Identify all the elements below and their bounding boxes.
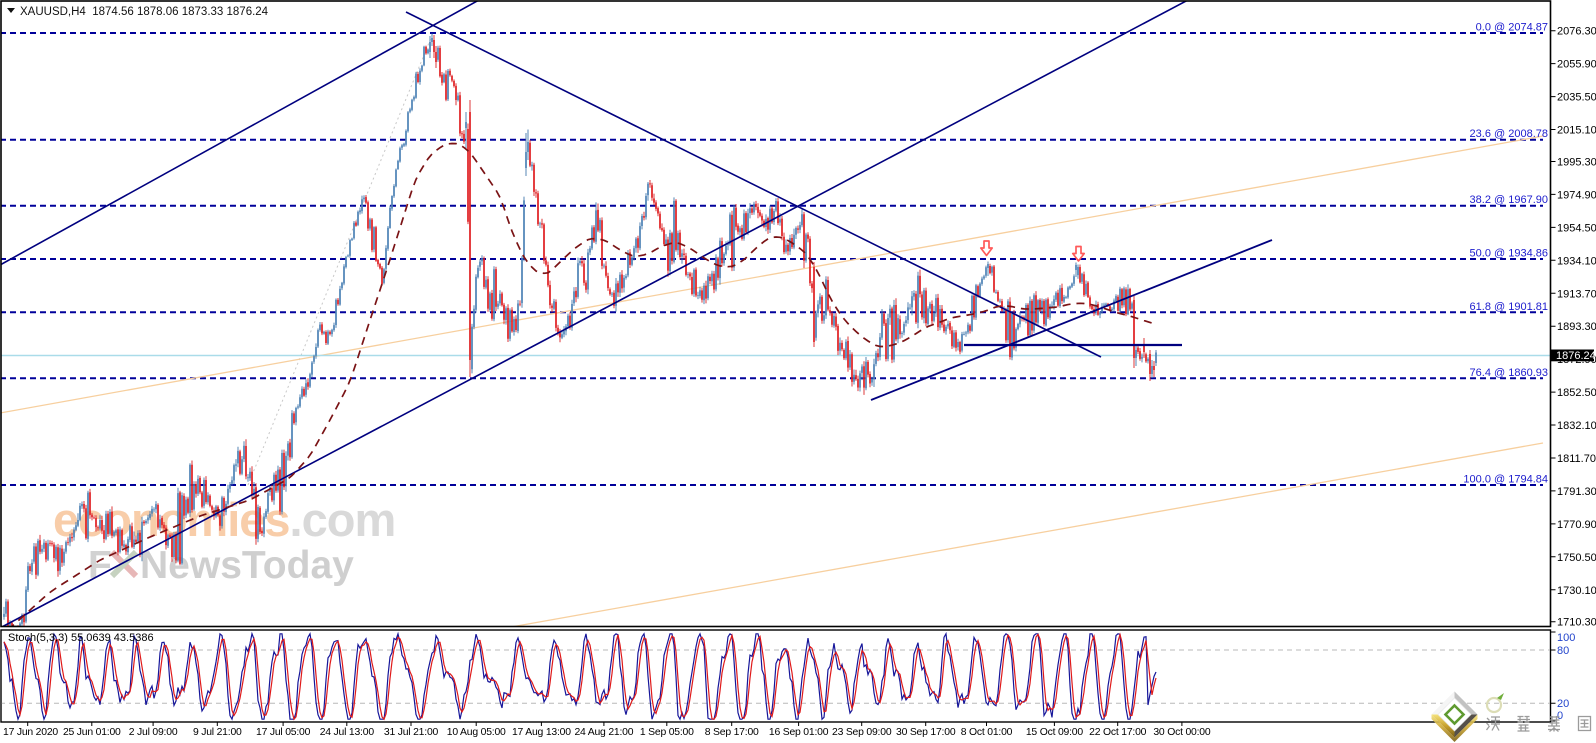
svg-text:24 Aug 21:00: 24 Aug 21:00	[574, 727, 633, 738]
svg-text:Stoch(5,3,3) 55.0639 43.5386: Stoch(5,3,3) 55.0639 43.5386	[8, 632, 154, 644]
svg-text:24 Jul 13:00: 24 Jul 13:00	[320, 727, 375, 738]
svg-text:1974.90: 1974.90	[1557, 189, 1596, 201]
svg-text:1811.70: 1811.70	[1557, 453, 1596, 465]
svg-text:17 Jun 2020: 17 Jun 2020	[3, 727, 58, 738]
svg-text:1730.10: 1730.10	[1557, 585, 1596, 597]
svg-text:100: 100	[1557, 632, 1575, 644]
svg-text:0: 0	[1557, 710, 1563, 722]
svg-text:2015.10: 2015.10	[1557, 125, 1596, 137]
svg-text:31 Jul 21:00: 31 Jul 21:00	[384, 727, 439, 738]
svg-text:F: F	[88, 544, 112, 587]
svg-text:1852.50: 1852.50	[1557, 387, 1596, 399]
svg-text:61.8 @ 1901.81: 61.8 @ 1901.81	[1470, 301, 1548, 313]
svg-text:17 Jul 05:00: 17 Jul 05:00	[256, 727, 311, 738]
svg-text:17 Aug 13:00: 17 Aug 13:00	[512, 727, 571, 738]
svg-text:1832.10: 1832.10	[1557, 420, 1596, 432]
svg-text:8 Sep 17:00: 8 Sep 17:00	[705, 727, 759, 738]
svg-text:16 Sep 01:00: 16 Sep 01:00	[769, 727, 829, 738]
svg-text:1 Sep 05:00: 1 Sep 05:00	[640, 727, 694, 738]
svg-text:2 Jul 09:00: 2 Jul 09:00	[129, 727, 178, 738]
svg-text:1893.30: 1893.30	[1557, 321, 1596, 333]
svg-text:100.0 @ 1794.84: 100.0 @ 1794.84	[1463, 474, 1548, 486]
svg-text:15 Oct 09:00: 15 Oct 09:00	[1026, 727, 1084, 738]
svg-text:1913.70: 1913.70	[1557, 288, 1596, 300]
svg-text:23.6 @ 2008.78: 23.6 @ 2008.78	[1470, 128, 1548, 140]
svg-text:22 Oct 17:00: 22 Oct 17:00	[1089, 727, 1147, 738]
svg-text:1876.24: 1876.24	[1556, 350, 1596, 362]
svg-text:1710.30: 1710.30	[1557, 617, 1596, 629]
svg-text:2076.30: 2076.30	[1557, 26, 1596, 38]
svg-text:1770.90: 1770.90	[1557, 519, 1596, 531]
svg-text:20: 20	[1557, 698, 1569, 710]
svg-text:38.2 @ 1967.90: 38.2 @ 1967.90	[1470, 194, 1548, 206]
svg-text:1791.30: 1791.30	[1557, 486, 1596, 498]
svg-text:30 Oct 00:00: 30 Oct 00:00	[1153, 727, 1211, 738]
svg-text:1954.50: 1954.50	[1557, 222, 1596, 234]
svg-text:1750.50: 1750.50	[1557, 552, 1596, 564]
svg-text:2035.50: 2035.50	[1557, 92, 1596, 104]
svg-text:1934.10: 1934.10	[1557, 255, 1596, 267]
svg-text:80: 80	[1557, 645, 1569, 657]
svg-text:8 Oct 01:00: 8 Oct 01:00	[961, 727, 1013, 738]
svg-text:50.0 @ 1934.86: 50.0 @ 1934.86	[1470, 248, 1548, 260]
svg-text:25 Jun 01:00: 25 Jun 01:00	[63, 727, 121, 738]
svg-text:9 Jul 21:00: 9 Jul 21:00	[193, 727, 242, 738]
svg-text:1995.30: 1995.30	[1557, 157, 1596, 169]
svg-text:XAUUSD,H4 1874.56 1878.06 187: XAUUSD,H4 1874.56 1878.06 1873.33 1876.2…	[20, 6, 269, 18]
svg-text:23 Sep 09:00: 23 Sep 09:00	[832, 727, 892, 738]
svg-text:76.4 @ 1860.93: 76.4 @ 1860.93	[1470, 367, 1548, 379]
svg-text:2055.90: 2055.90	[1557, 59, 1596, 71]
svg-text:30 Sep 17:00: 30 Sep 17:00	[896, 727, 956, 738]
svg-text:10 Aug 05:00: 10 Aug 05:00	[447, 727, 506, 738]
svg-text:0.0 @ 2074.87: 0.0 @ 2074.87	[1476, 22, 1548, 34]
